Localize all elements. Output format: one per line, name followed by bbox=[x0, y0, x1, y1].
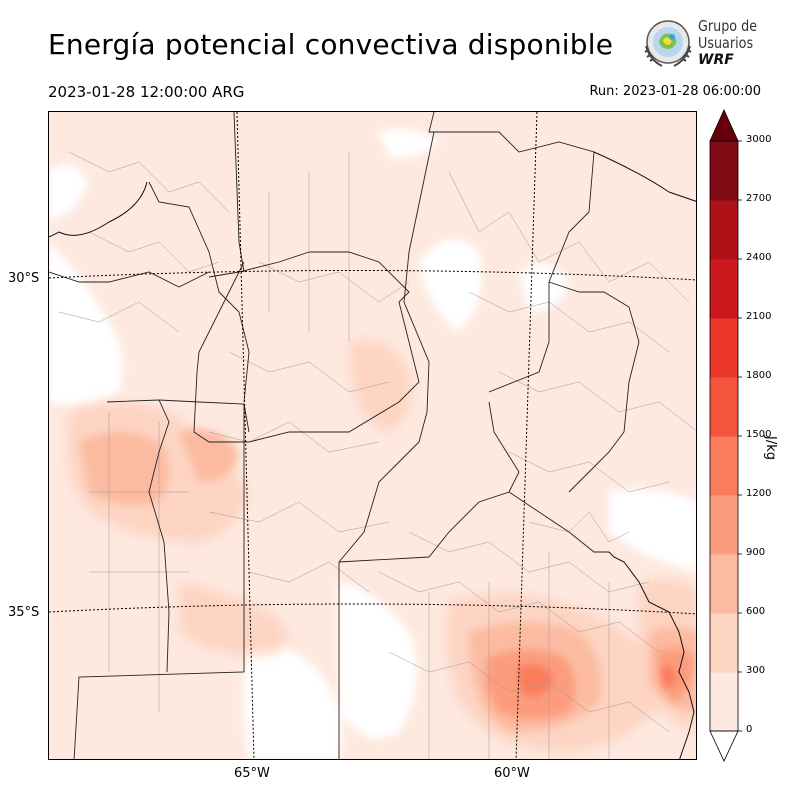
colorbar-tick-label: 1200 bbox=[746, 488, 772, 499]
graticule bbox=[49, 112, 696, 759]
colorbar-segment bbox=[710, 495, 738, 555]
lat-label-35s: 35°S bbox=[8, 605, 40, 620]
colorbar-tick-label: 300 bbox=[746, 665, 766, 676]
colorbar-tick-label: 1800 bbox=[746, 370, 772, 381]
colorbar-segment bbox=[710, 554, 738, 614]
map-frame[interactable] bbox=[48, 111, 697, 760]
run-time-label: Run: 2023-01-28 06:00:00 bbox=[589, 84, 761, 99]
colorbar-unit-label: J/kg bbox=[763, 436, 778, 460]
colorbar-segment bbox=[710, 436, 738, 496]
colorbar-tick-label: 1500 bbox=[746, 429, 772, 440]
colorbar-segment bbox=[710, 259, 738, 319]
colorbar-segment bbox=[710, 141, 738, 201]
colorbar-segment bbox=[710, 377, 738, 437]
wrf-logo: Grupo de Usuarios WRF bbox=[638, 16, 768, 72]
globe-logo-icon bbox=[644, 20, 692, 67]
cape-shading-layer bbox=[49, 112, 696, 759]
colorbar-tick-label: 3000 bbox=[746, 134, 772, 145]
logo-text-line1: Grupo de bbox=[698, 17, 758, 35]
colorbar-segment bbox=[710, 200, 738, 260]
department-boundaries bbox=[58, 151, 696, 759]
colorbar-extend-high bbox=[709, 109, 739, 142]
colorbar-segment bbox=[710, 613, 738, 673]
colorbar-segment bbox=[710, 672, 738, 732]
colorbar-tick-label: 0 bbox=[746, 724, 753, 735]
colorbar-tick-label: 2700 bbox=[746, 193, 772, 204]
country-borders bbox=[49, 151, 696, 759]
logo-text-line2: Usuarios bbox=[698, 34, 754, 52]
province-boundaries bbox=[49, 112, 640, 759]
logo-text-line3: WRF bbox=[698, 52, 734, 68]
colorbar bbox=[709, 109, 742, 762]
map-title: Energía potencial convectiva disponible bbox=[48, 28, 614, 61]
lat-label-30s: 30°S bbox=[8, 271, 40, 286]
valid-time-label: 2023-01-28 12:00:00 ARG bbox=[48, 83, 245, 101]
cape-map[interactable] bbox=[49, 112, 697, 760]
lon-label-65w: 65°W bbox=[234, 766, 270, 781]
colorbar-tick-label: 2400 bbox=[746, 252, 772, 263]
colorbar-segment bbox=[710, 318, 738, 378]
lon-label-60w: 60°W bbox=[494, 766, 530, 781]
colorbar-extend-low bbox=[709, 730, 739, 762]
colorbar-tick-label: 600 bbox=[746, 606, 766, 617]
colorbar-tick-label: 900 bbox=[746, 547, 766, 558]
colorbar-tick-label: 2100 bbox=[746, 311, 772, 322]
